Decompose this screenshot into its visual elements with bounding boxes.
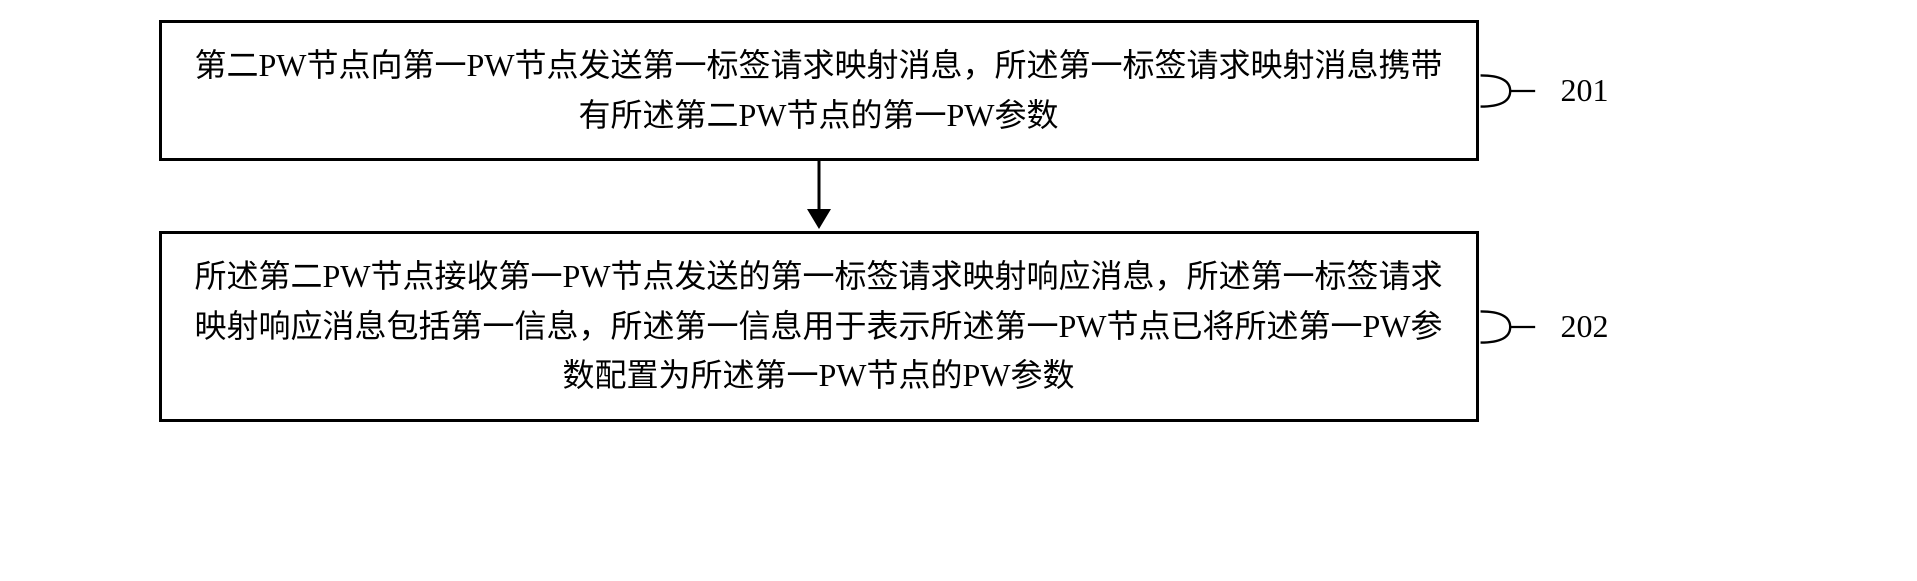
- arrow-row: [159, 161, 1759, 231]
- flow-row: 所述第二PW节点接收第一PW节点发送的第一标签请求映射响应消息，所述第一标签请求…: [159, 231, 1759, 422]
- flowchart: 第二PW节点向第一PW节点发送第一标签请求映射消息，所述第一标签请求映射消息携带…: [159, 20, 1759, 422]
- step-text: 第二PW节点向第一PW节点发送第一标签请求映射消息，所述第一标签请求映射消息携带…: [194, 47, 1442, 133]
- step-connector: 201: [1479, 61, 1609, 121]
- step-box-201: 第二PW节点向第一PW节点发送第一标签请求映射消息，所述第一标签请求映射消息携带…: [159, 20, 1479, 161]
- down-arrow-icon: [799, 161, 839, 231]
- arrow-zone: [159, 161, 1479, 231]
- step-box-202: 所述第二PW节点接收第一PW节点发送的第一标签请求映射响应消息，所述第一标签请求…: [159, 231, 1479, 422]
- bracket-icon: [1479, 297, 1557, 357]
- step-connector: 202: [1479, 297, 1609, 357]
- step-number: 202: [1561, 308, 1609, 345]
- step-text: 所述第二PW节点接收第一PW节点发送的第一标签请求映射响应消息，所述第一标签请求…: [194, 258, 1442, 393]
- bracket-icon: [1479, 61, 1557, 121]
- flow-row: 第二PW节点向第一PW节点发送第一标签请求映射消息，所述第一标签请求映射消息携带…: [159, 20, 1759, 161]
- step-number: 201: [1561, 72, 1609, 109]
